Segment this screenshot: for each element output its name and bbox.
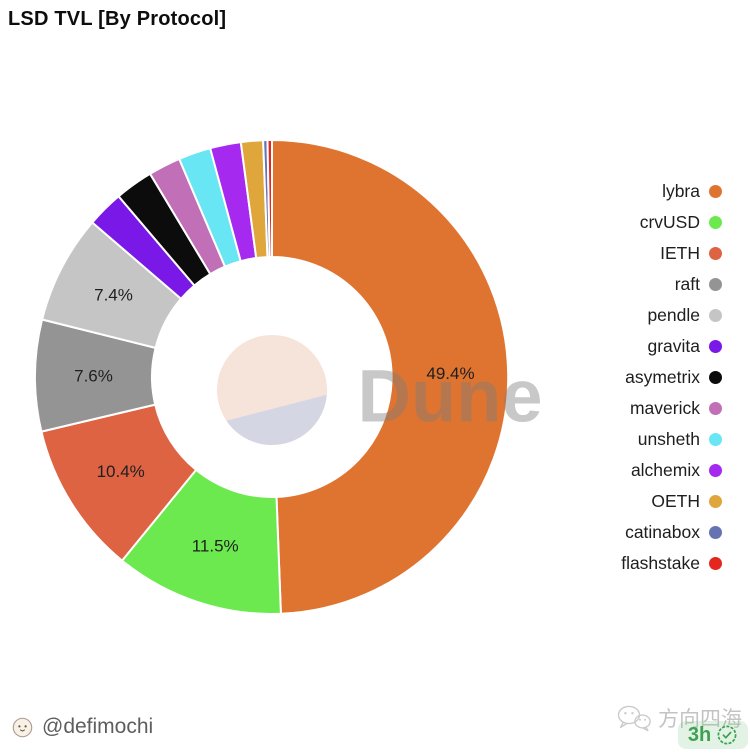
legend-item-raft[interactable]: raft xyxy=(621,269,722,300)
legend-label: raft xyxy=(674,274,700,294)
legend-item-gravita[interactable]: gravita xyxy=(621,331,722,362)
legend-label: gravita xyxy=(647,336,700,356)
legend-color-dot xyxy=(709,495,722,508)
channel-watermark: 方向四海 xyxy=(616,703,742,733)
legend-item-asymetrix[interactable]: asymetrix xyxy=(621,362,722,393)
legend-color-dot xyxy=(709,309,722,322)
author-credit: @defimochi xyxy=(12,715,153,739)
legend-color-dot xyxy=(709,371,722,384)
legend-label: crvUSD xyxy=(639,212,700,232)
legend-label: alchemix xyxy=(630,460,700,480)
time-badge: 3h xyxy=(678,721,748,749)
legend-color-dot xyxy=(709,340,722,353)
legend-item-crvUSD[interactable]: crvUSD xyxy=(621,207,722,238)
legend-item-alchemix[interactable]: alchemix xyxy=(621,455,722,486)
legend-color-dot xyxy=(709,185,722,198)
legend-label: unsheth xyxy=(637,429,700,449)
channel-name: 方向四海 xyxy=(658,708,742,731)
legend-label: lybra xyxy=(662,181,700,201)
legend-color-dot xyxy=(709,526,722,539)
legend-item-lybra[interactable]: lybra xyxy=(621,176,722,207)
author-handle: @defimochi xyxy=(42,715,154,738)
legend-color-dot xyxy=(709,402,722,415)
legend-label: pendle xyxy=(647,305,700,325)
legend-item-catinabox[interactable]: catinabox xyxy=(621,517,722,548)
legend-item-pendle[interactable]: pendle xyxy=(621,300,722,331)
chart-legend: lybra crvUSD IETH raft pendle gravita asymetri… xyxy=(621,176,722,579)
legend-item-maverick[interactable]: maverick xyxy=(621,393,722,424)
pie-slice-lybra[interactable] xyxy=(271,139,510,615)
slice-percent-label: 49.4% xyxy=(426,364,474,383)
legend-color-dot xyxy=(709,216,722,229)
page-title: LSD TVL [By Protocol] xyxy=(8,8,227,30)
legend-item-flashstake[interactable]: flashstake xyxy=(621,548,722,579)
wechat-icon xyxy=(616,704,652,732)
legend-color-dot xyxy=(709,278,722,291)
dune-watermark: Dune xyxy=(358,355,543,438)
legend-label: asymetrix xyxy=(625,367,700,387)
legend-item-unsheth[interactable]: unsheth xyxy=(621,424,722,455)
legend-label: flashstake xyxy=(621,553,700,573)
legend-color-dot xyxy=(709,557,722,570)
pie-slice-flashstake[interactable] xyxy=(266,138,273,258)
legend-label: OETH xyxy=(651,491,700,511)
legend-label: IETH xyxy=(660,243,700,263)
slice-percent-label: 7.6% xyxy=(74,366,113,385)
time-badge-text: 3h xyxy=(687,723,712,746)
mochi-face-icon xyxy=(12,717,33,738)
slice-percent-label: 7.4% xyxy=(94,286,133,305)
verified-seal-icon xyxy=(716,724,738,746)
legend-label: catinabox xyxy=(625,522,700,542)
slice-percent-label: 10.4% xyxy=(97,462,145,481)
legend-color-dot xyxy=(709,433,722,446)
legend-item-OETH[interactable]: OETH xyxy=(621,486,722,517)
legend-color-dot xyxy=(709,247,722,260)
legend-label: maverick xyxy=(629,398,700,418)
legend-item-IETH[interactable]: IETH xyxy=(621,238,722,269)
legend-color-dot xyxy=(709,464,722,477)
slice-percent-label: 11.5% xyxy=(192,537,239,556)
dune-logo-lower-half xyxy=(226,394,327,445)
